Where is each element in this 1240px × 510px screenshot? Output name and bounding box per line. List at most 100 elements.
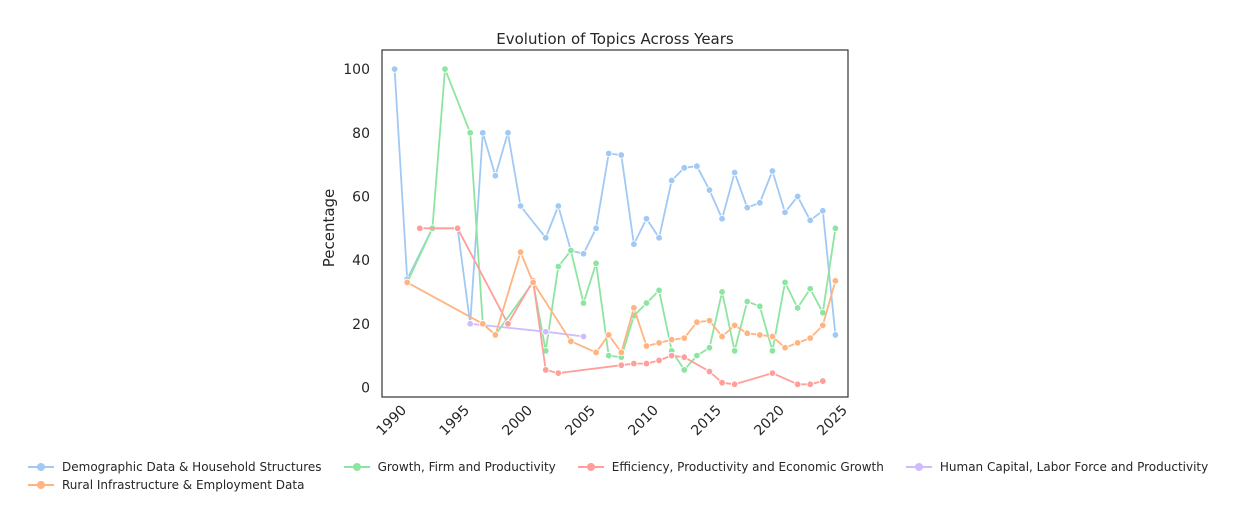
legend-item: Growth, Firm and Productivity (343, 460, 556, 474)
data-point (630, 359, 638, 368)
legend: Demographic Data & Household Structures G… (28, 458, 1228, 494)
data-point (554, 202, 563, 210)
series-lines (390, 65, 840, 388)
data-point (693, 318, 701, 326)
data-point (705, 316, 714, 325)
data-point (768, 332, 777, 341)
data-point (756, 199, 764, 207)
y-axis-label: Pecentage (320, 189, 338, 268)
legend-label: Efficiency, Productivity and Economic Gr… (611, 460, 884, 474)
data-point (542, 366, 550, 374)
legend-item: Rural Infrastructure & Employment Data (28, 478, 304, 492)
data-point (592, 224, 600, 232)
axis-ticks: 0 20 40 60 80 100 1990 1995 2000 2005 2010 2015 2020… (343, 62, 851, 439)
data-point (693, 162, 701, 170)
data-point (793, 339, 802, 347)
data-point (705, 343, 714, 352)
x-tick-label: 1995 (436, 403, 473, 440)
data-point (730, 321, 739, 330)
data-point (680, 164, 688, 172)
data-point (756, 331, 764, 339)
data-point (642, 299, 651, 307)
data-point (491, 172, 500, 180)
data-point (768, 369, 777, 377)
data-point (504, 129, 512, 137)
data-point (554, 262, 563, 271)
x-tick-label: 2025 (814, 403, 851, 440)
data-point (655, 356, 663, 365)
data-point (806, 380, 814, 388)
data-point (819, 321, 827, 330)
data-point (705, 186, 714, 194)
data-point (579, 250, 588, 258)
data-point (705, 367, 714, 376)
data-point (617, 151, 625, 159)
data-point (441, 65, 449, 73)
legend-marker (905, 461, 932, 473)
legend-marker (28, 479, 54, 491)
data-point (730, 347, 739, 355)
legend-label: Human Capital, Labor Force and Productiv… (939, 460, 1209, 474)
legend-row: Rural Infrastructure & Employment Data (28, 476, 1228, 494)
data-point (768, 167, 777, 175)
data-point (730, 168, 739, 177)
data-point (504, 320, 512, 328)
data-point (655, 234, 663, 242)
series-efficiency-productivity-and-economic-growth (416, 224, 827, 388)
data-point (516, 202, 525, 210)
data-point (579, 299, 588, 307)
x-tick-label: 2010 (625, 403, 662, 440)
data-point (542, 234, 550, 242)
data-point (831, 224, 840, 232)
data-point (781, 278, 789, 287)
data-point (542, 328, 550, 336)
legend-item: Human Capital, Labor Force and Productiv… (905, 460, 1209, 474)
data-point (592, 348, 600, 357)
data-point (592, 259, 600, 267)
data-point (479, 320, 487, 328)
x-tick-label: 2020 (751, 403, 788, 440)
data-point (516, 248, 525, 256)
legend-marker (343, 461, 370, 473)
data-point (730, 380, 739, 388)
legend-item: Demographic Data & Household Structures (28, 460, 322, 474)
data-point (831, 277, 840, 285)
legend-label: Rural Infrastructure & Employment Data (62, 478, 305, 492)
plot-area-frame (381, 49, 849, 398)
data-point (642, 342, 651, 350)
data-point (743, 297, 751, 306)
data-point (390, 65, 399, 73)
data-point (554, 369, 563, 377)
data-point (693, 351, 701, 360)
data-point (680, 334, 688, 342)
legend-row: Demographic Data & Household Structures G… (28, 458, 1228, 476)
x-tick-label: 2015 (688, 403, 725, 440)
data-point (567, 337, 575, 345)
data-point (605, 149, 613, 158)
data-point (466, 320, 474, 328)
data-point (491, 331, 500, 339)
data-point (819, 207, 827, 215)
y-tick-label: 60 (352, 189, 370, 205)
data-point (655, 339, 663, 347)
data-point (680, 366, 688, 374)
data-point (466, 129, 474, 137)
data-point (806, 334, 814, 342)
series-rural-infrastructure-employment-data (403, 248, 840, 357)
data-point (831, 331, 840, 339)
series-demographic-data-household-structures (390, 65, 840, 339)
data-point (567, 246, 575, 255)
data-point (743, 203, 751, 212)
data-point (806, 285, 814, 293)
data-point (453, 224, 462, 232)
y-tick-label: 80 (352, 126, 370, 142)
data-point (819, 377, 827, 385)
data-point (756, 302, 764, 310)
y-tick-label: 0 (361, 380, 370, 396)
data-point (781, 343, 789, 352)
data-point (781, 208, 789, 217)
chart-title: Evolution of Topics Across Years (496, 30, 734, 48)
data-point (529, 278, 537, 287)
data-point (403, 278, 411, 287)
